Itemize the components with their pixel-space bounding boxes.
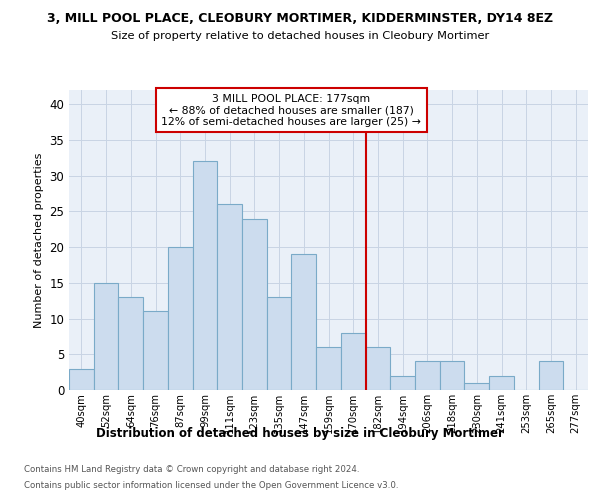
Text: 3 MILL POOL PLACE: 177sqm
← 88% of detached houses are smaller (187)
12% of semi: 3 MILL POOL PLACE: 177sqm ← 88% of detac… <box>161 94 421 127</box>
Bar <box>217 204 242 390</box>
Text: Contains HM Land Registry data © Crown copyright and database right 2024.: Contains HM Land Registry data © Crown c… <box>24 465 359 474</box>
Text: Contains public sector information licensed under the Open Government Licence v3: Contains public sector information licen… <box>24 481 398 490</box>
Bar <box>267 297 292 390</box>
Bar <box>143 312 168 390</box>
Bar <box>415 362 440 390</box>
Text: Size of property relative to detached houses in Cleobury Mortimer: Size of property relative to detached ho… <box>111 31 489 41</box>
Text: Distribution of detached houses by size in Cleobury Mortimer: Distribution of detached houses by size … <box>96 428 504 440</box>
Bar <box>118 297 143 390</box>
Bar <box>193 162 217 390</box>
Bar <box>242 218 267 390</box>
Bar <box>69 368 94 390</box>
Bar <box>390 376 415 390</box>
Bar <box>464 383 489 390</box>
Y-axis label: Number of detached properties: Number of detached properties <box>34 152 44 328</box>
Bar <box>365 347 390 390</box>
Bar <box>168 247 193 390</box>
Bar <box>489 376 514 390</box>
Bar <box>539 362 563 390</box>
Text: 3, MILL POOL PLACE, CLEOBURY MORTIMER, KIDDERMINSTER, DY14 8EZ: 3, MILL POOL PLACE, CLEOBURY MORTIMER, K… <box>47 12 553 26</box>
Bar <box>94 283 118 390</box>
Bar <box>440 362 464 390</box>
Bar <box>316 347 341 390</box>
Bar <box>292 254 316 390</box>
Bar <box>341 333 365 390</box>
